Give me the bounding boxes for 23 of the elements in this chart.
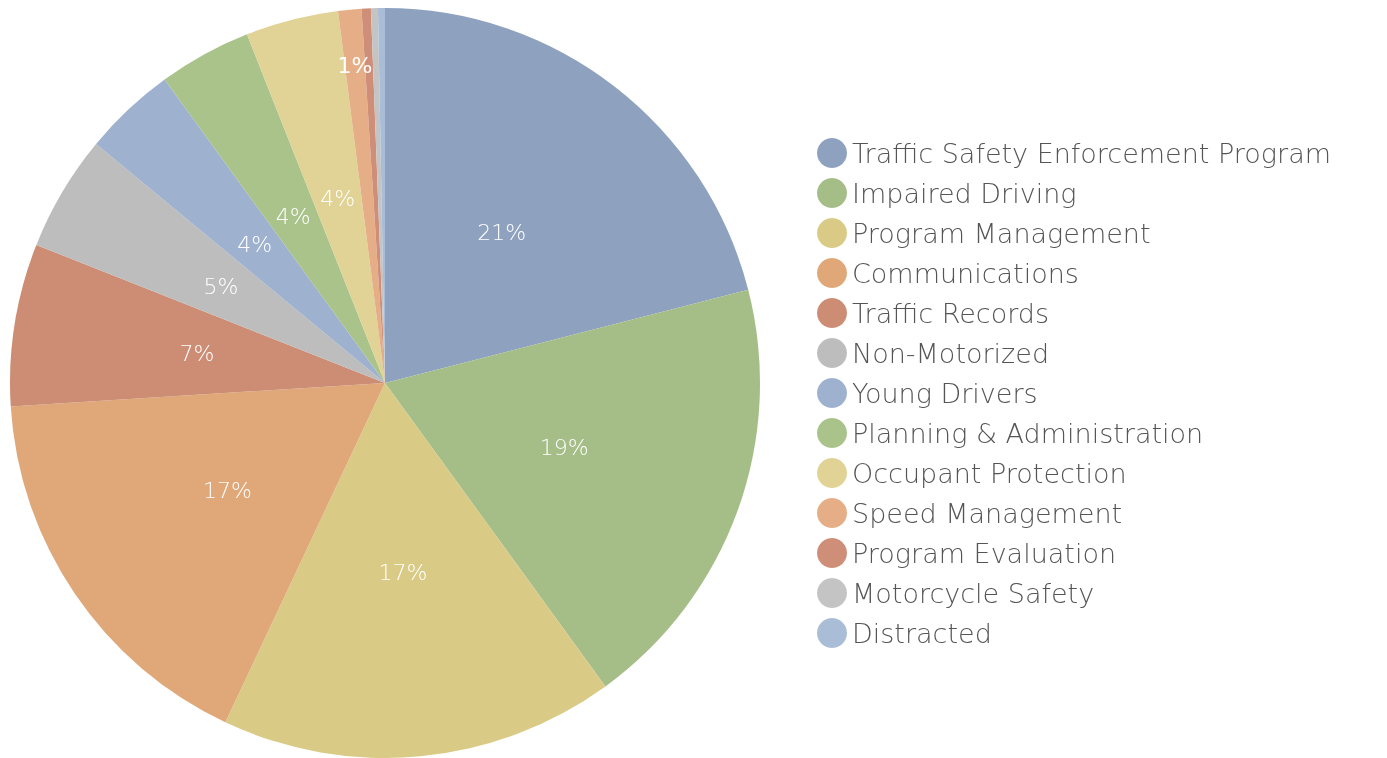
legend-label: Motorcycle Safety bbox=[852, 577, 1095, 609]
data-label: 4% bbox=[320, 185, 356, 211]
data-label: 5% bbox=[203, 273, 239, 299]
legend-label: Young Drivers bbox=[852, 377, 1038, 409]
legend-label: Traffic Safety Enforcement Program bbox=[852, 137, 1331, 169]
legend-label: Program Management bbox=[852, 217, 1151, 249]
legend-label: Speed Management bbox=[852, 497, 1123, 529]
data-label: 17% bbox=[202, 477, 252, 503]
legend-label: Program Evaluation bbox=[852, 537, 1117, 569]
legend-label: Impaired Driving bbox=[852, 177, 1077, 209]
data-label: 21% bbox=[477, 219, 527, 245]
data-label: 17% bbox=[378, 560, 428, 586]
legend-label: Occupant Protection bbox=[852, 457, 1127, 489]
legend-label: Distracted bbox=[852, 617, 992, 649]
data-label: 19% bbox=[539, 435, 589, 461]
data-label: 7% bbox=[179, 340, 215, 366]
legend-label: Traffic Records bbox=[852, 297, 1050, 329]
legend-label: Communications bbox=[852, 257, 1079, 289]
legend-label: Non-Motorized bbox=[852, 337, 1050, 369]
data-label: 4% bbox=[237, 231, 273, 257]
data-label: 1% bbox=[337, 53, 373, 79]
data-label: 4% bbox=[275, 203, 311, 229]
legend-label: Planning & Administration bbox=[852, 417, 1204, 449]
